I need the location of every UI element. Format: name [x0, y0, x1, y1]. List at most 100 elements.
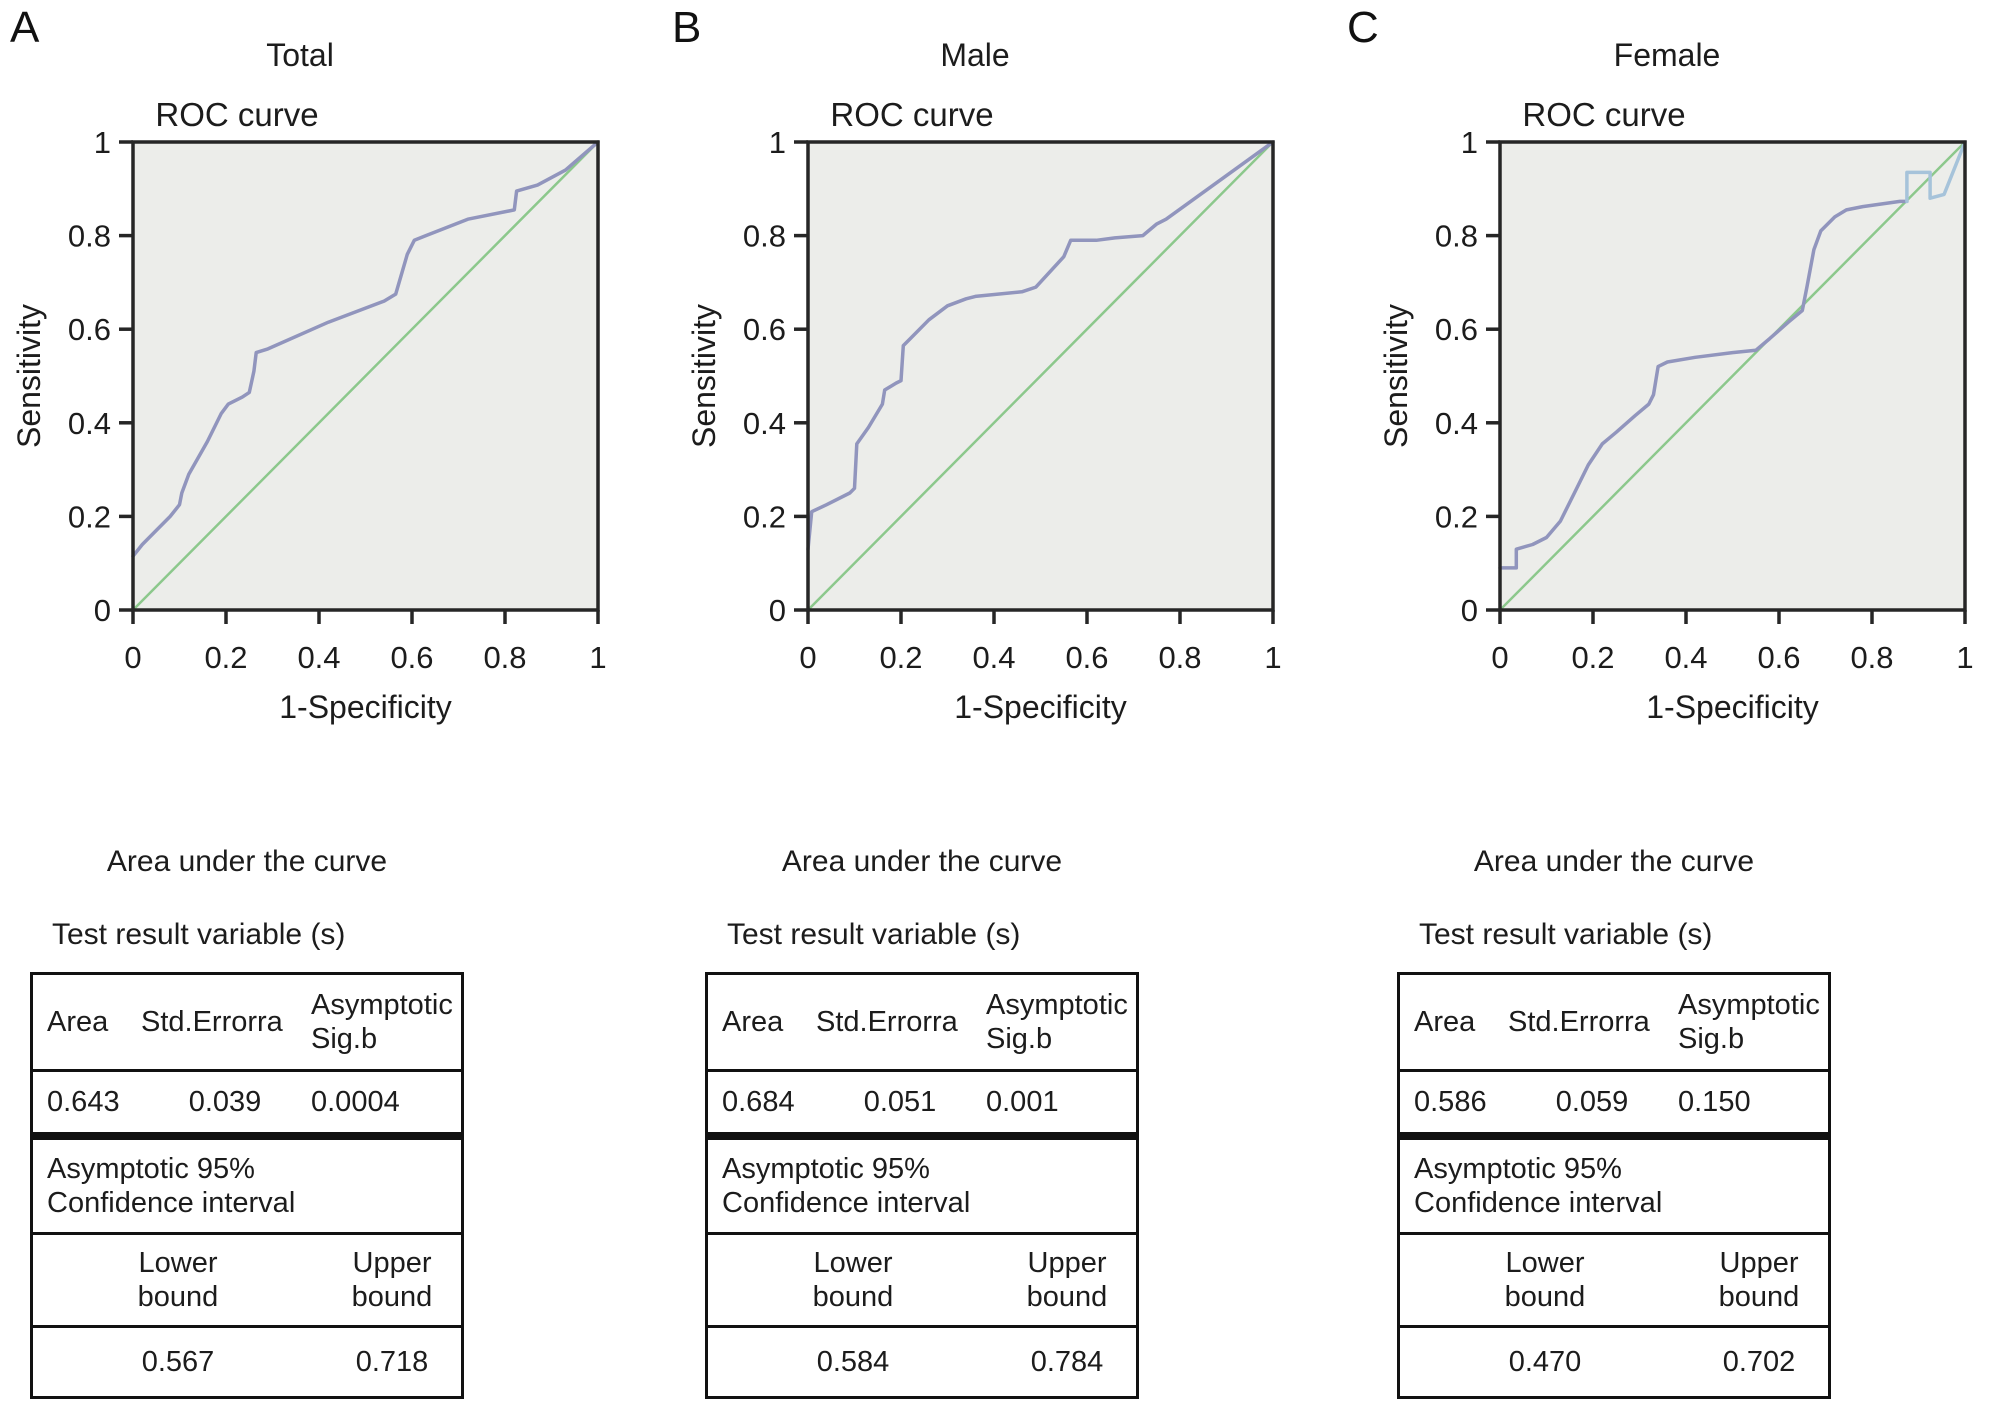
- y-tick-label: 0.2: [68, 499, 111, 534]
- confidence-interval-row: Asymptotic 95% Confidence interval: [33, 1140, 461, 1235]
- bounds-values-row: 0.567 0.718: [33, 1328, 461, 1396]
- y-tick-label: 0.6: [1435, 312, 1478, 347]
- y-tick-label: 0.8: [68, 219, 111, 254]
- lower-bound-value: 0.567: [141, 1345, 215, 1378]
- col-header-asymptotic-line1: Asymptotic: [1678, 988, 1820, 1021]
- reference-line-series: [131, 140, 600, 612]
- x-tick-label: 0.6: [1065, 640, 1108, 675]
- col-header-asymptotic-sig: Asymptotic Sig.b: [1676, 975, 1828, 1069]
- panel-group-title: Male: [940, 37, 1009, 73]
- roc-curve-series: [806, 140, 1275, 551]
- y-tick-label: 0.6: [68, 312, 111, 347]
- area-value: 0.643: [47, 1085, 120, 1118]
- upper-label-line2: bound: [1718, 1281, 1800, 1313]
- bounds-header-row: Lower bound Upper bound: [1400, 1235, 1828, 1328]
- lower-label-line1: Lower: [813, 1246, 893, 1279]
- thick-divider: [33, 1132, 461, 1140]
- test-result-variable-heading: Test result variable (s): [52, 918, 346, 951]
- col-header-area: Area: [47, 1005, 109, 1038]
- y-tick-label: 0.4: [68, 406, 111, 441]
- panel-male: B 0 0.2 0.4 0.6 0.8 1 0 0.2 0.4 0.6 0.8 1 Male ROC cu…: [672, 0, 1320, 1424]
- y-tick-label: 0.4: [1435, 406, 1478, 441]
- x-tick-label: 0.2: [1571, 640, 1614, 675]
- y-tick-label: 1: [769, 125, 786, 160]
- lower-bound-header: Lower bound: [1400, 1235, 1690, 1325]
- x-axis-label: 1-Specificity: [279, 689, 452, 725]
- panel-letter: B: [672, 3, 702, 52]
- bounds-header-row: Lower bound Upper bound: [708, 1235, 1136, 1328]
- roc-chart-svg-male: 0 0.2 0.4 0.6 0.8 1 0 0.2 0.4 0.6 0.8 1 Male ROC curv…: [686, 37, 1282, 725]
- ci-label-line1: Asymptotic 95%: [47, 1152, 255, 1185]
- table-header-row: Area Std.Errorra Asymptotic Sig.b: [33, 975, 461, 1072]
- table-header-row: Area Std.Errorra Asymptotic Sig.b: [1400, 975, 1828, 1072]
- step-segment-series: [1905, 140, 1967, 204]
- plot-border: [806, 140, 1275, 612]
- col-header-sig-line2: Sig.b: [1678, 1023, 1745, 1055]
- thick-divider: [1400, 1132, 1828, 1140]
- table-values-row: 0.586 0.059 0.150: [1400, 1072, 1828, 1132]
- x-axis-label: 1-Specificity: [1646, 689, 1819, 725]
- col-header-std-error: Std.Errorra: [816, 1005, 958, 1038]
- std-error-value: 0.039: [188, 1085, 262, 1118]
- upper-bound-header: Upper bound: [998, 1235, 1136, 1325]
- roc-chart-svg-female: 0 0.2 0.4 0.6 0.8 1 0 0.2 0.4 0.6 0.8 1 Female ROC cu…: [1378, 37, 1974, 725]
- area-value: 0.684: [722, 1085, 795, 1118]
- roc-chart-svg-total: 0 0.2 0.4 0.6 0.8 1 0 0.2 0.4 0.6 0.8 1 Total ROC cur…: [11, 37, 607, 725]
- upper-bound-value: 0.784: [1030, 1345, 1104, 1378]
- y-tick-label: 0.4: [743, 406, 786, 441]
- ci-label-line2: Confidence interval: [47, 1187, 296, 1219]
- chart-title: ROC curve: [155, 96, 318, 133]
- x-axis-label: 1-Specificity: [954, 689, 1127, 725]
- y-tick-label: 1: [94, 125, 111, 160]
- ci-label-line1: Asymptotic 95%: [1414, 1152, 1622, 1185]
- test-result-variable-heading: Test result variable (s): [1419, 918, 1713, 951]
- auc-heading: Area under the curve: [1473, 845, 1755, 878]
- x-tick-label: 0.2: [204, 640, 247, 675]
- col-header-asymptotic-sig: Asymptotic Sig.b: [309, 975, 461, 1069]
- confidence-interval-label: Asymptotic 95% Confidence interval: [1400, 1140, 1828, 1232]
- lower-label-line1: Lower: [1505, 1246, 1585, 1279]
- ci-label-line1: Asymptotic 95%: [722, 1152, 930, 1185]
- x-tick-label: 0.4: [972, 640, 1015, 675]
- bounds-values-row: 0.470 0.702: [1400, 1328, 1828, 1396]
- x-tick-label: 0: [1491, 640, 1508, 675]
- x-tick-label: 0.6: [390, 640, 433, 675]
- x-tick-label: 0.4: [297, 640, 340, 675]
- x-tick-label: 0.8: [1850, 640, 1893, 675]
- x-tick-label: 1: [589, 640, 606, 675]
- upper-label-line1: Upper: [1719, 1246, 1799, 1279]
- chart-title: ROC curve: [1522, 96, 1685, 133]
- panel-group-title: Total: [266, 37, 334, 73]
- auc-table: Area Std.Errorra Asymptotic Sig.b 0.586 …: [1397, 972, 1831, 1399]
- thick-divider: [708, 1132, 1136, 1140]
- auc-table: Area Std.Errorra Asymptotic Sig.b 0.643 …: [30, 972, 464, 1399]
- auc-table: Area Std.Errorra Asymptotic Sig.b 0.684 …: [705, 972, 1139, 1399]
- lower-label-line1: Lower: [138, 1246, 218, 1279]
- area-value: 0.586: [1414, 1085, 1487, 1118]
- upper-bound-value: 0.718: [355, 1345, 429, 1378]
- col-header-sig-line2: Sig.b: [986, 1023, 1053, 1055]
- ci-label-line2: Confidence interval: [722, 1187, 971, 1219]
- lower-label-line2: bound: [137, 1281, 219, 1313]
- panel-female: C 0 0.2 0.4 0.6 0.8 1 0 0.2 0.4 0.6 0.8 1 Female ROC …: [1347, 0, 1990, 1424]
- y-axis-label: Sensitivity: [11, 304, 47, 448]
- auc-heading: Area under the curve: [106, 845, 388, 878]
- y-tick-label: 0: [94, 593, 111, 628]
- lower-bound-value: 0.584: [816, 1345, 890, 1378]
- y-axis-label: Sensitivity: [1378, 304, 1414, 448]
- ci-label-line2: Confidence interval: [1414, 1187, 1663, 1219]
- col-header-asymptotic-line1: Asymptotic: [311, 988, 453, 1021]
- panel-letter: A: [10, 3, 40, 52]
- panel-letter: C: [1347, 3, 1379, 52]
- x-tick-label: 0.8: [1158, 640, 1201, 675]
- y-tick-label: 0.6: [743, 312, 786, 347]
- lower-label-line2: bound: [1504, 1281, 1586, 1313]
- col-header-asymptotic-line1: Asymptotic: [986, 988, 1128, 1021]
- upper-bound-value: 0.702: [1722, 1345, 1796, 1378]
- roc-curve-series: [131, 140, 600, 558]
- std-error-value: 0.059: [1555, 1085, 1629, 1118]
- x-tick-label: 0.4: [1664, 640, 1707, 675]
- table-values-row: 0.643 0.039 0.0004: [33, 1072, 461, 1132]
- chart-title: ROC curve: [830, 96, 993, 133]
- roc-curve-series: [1498, 199, 1909, 570]
